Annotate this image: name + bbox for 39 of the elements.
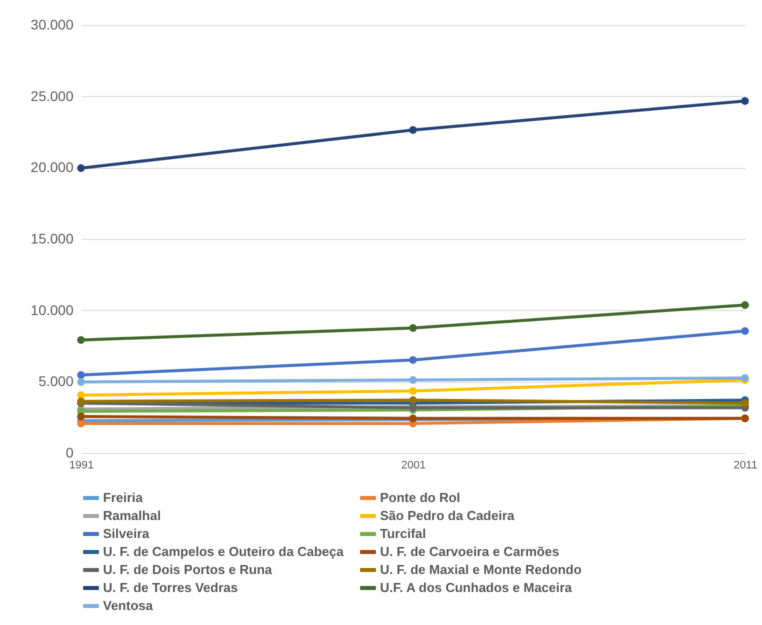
point	[741, 399, 749, 407]
y-tick-label: 30.000	[30, 16, 74, 32]
point	[741, 301, 749, 309]
point	[409, 387, 417, 395]
point	[409, 376, 417, 384]
legend-label: U. F. de Torres Vedras	[103, 580, 238, 595]
legend-label: Freiria	[103, 490, 144, 505]
point	[409, 126, 417, 134]
legend-label: Turcifal	[380, 526, 426, 541]
legend-label: U.F. A dos Cunhados e Maceira	[380, 580, 573, 595]
y-tick-label: 5.000	[38, 373, 74, 390]
legend-label: U. F. de Campelos e Outeiro da Cabeça	[103, 544, 344, 559]
point	[77, 371, 85, 379]
x-tick-label: 2001	[401, 460, 426, 472]
y-tick-label: 20.000	[30, 159, 74, 176]
legend-label: São Pedro da Cadeira	[380, 508, 516, 523]
point	[77, 378, 85, 386]
x-tick-label: 2011	[734, 460, 758, 472]
point	[77, 164, 85, 172]
point	[77, 420, 85, 428]
point	[741, 327, 749, 335]
legend-label: Ventosa	[103, 598, 154, 613]
y-tick-label: 0	[66, 444, 74, 460]
y-tick-label: 10.000	[30, 302, 74, 318]
legend-label: U. F. de Dois Portos e Runa	[103, 562, 273, 577]
point	[77, 336, 85, 344]
legend-label: U. F. de Carvoeira e Carmões	[380, 544, 560, 559]
point	[741, 97, 749, 105]
point	[409, 356, 417, 364]
point	[409, 324, 417, 332]
point	[77, 412, 85, 420]
legend-label: Silveira	[103, 526, 150, 541]
legend-label: U. F. de Maxial e Monte Redondo	[380, 562, 582, 577]
x-tick-label: 1991	[69, 460, 94, 472]
point	[409, 396, 417, 404]
y-tick-label: 25.000	[30, 88, 74, 104]
y-tick-label: 15.000	[30, 230, 74, 246]
legend-label: Ponte do Rol	[380, 490, 460, 505]
legend-label: Ramalhal	[103, 508, 161, 523]
